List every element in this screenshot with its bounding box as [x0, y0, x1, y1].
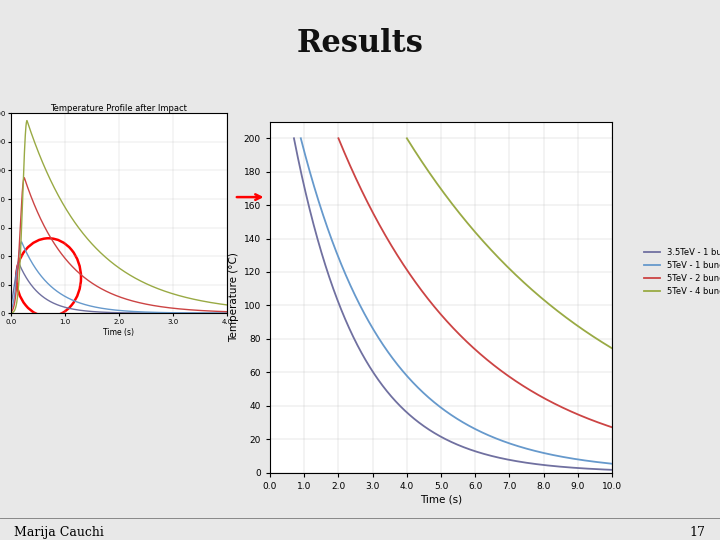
5TeV - 4 bunches	[608, 345, 616, 352]
5TeV - 4 bunches	[432, 179, 441, 186]
5TeV - 2 bunches	[535, 392, 544, 399]
Text: Results: Results	[297, 28, 423, 58]
5TeV - 1 bunch	[598, 460, 606, 466]
Y-axis label: Temperature (°C): Temperature (°C)	[230, 252, 240, 342]
5TeV - 2 bunches	[598, 421, 606, 427]
Text: to 2 bunches to 4 bunches: to 2 bunches to 4 bunches	[335, 303, 501, 316]
X-axis label: Time (s): Time (s)	[103, 328, 135, 336]
Line: 5TeV - 2 bunches: 5TeV - 2 bunches	[338, 138, 612, 427]
5TeV - 1 bunch	[423, 393, 431, 400]
3.5TeV - 1 bunch	[598, 466, 606, 472]
X-axis label: Time (s): Time (s)	[420, 495, 462, 505]
5TeV - 2 bunches	[423, 295, 431, 301]
3.5TeV - 1 bunch	[608, 467, 616, 473]
Legend: 3.5TeV - 1 bunch, 5TeV - 1 bunch, 5TeV - 2 bunches, 5TeV - 4 bunches: 3.5TeV - 1 bunch, 5TeV - 1 bunch, 5TeV -…	[640, 245, 720, 300]
5TeV - 4 bunches	[423, 166, 431, 173]
5TeV - 1 bunch	[432, 401, 441, 407]
Text: • Differences on going from 3.5Tev to 5Tev: • Differences on going from 3.5Tev to 5T…	[317, 197, 590, 210]
Title: Temperature Profile after Impact: Temperature Profile after Impact	[50, 104, 187, 113]
5TeV - 4 bunches	[598, 339, 606, 345]
3.5TeV - 1 bunch	[535, 461, 544, 468]
3.5TeV - 1 bunch	[432, 431, 441, 437]
5TeV - 2 bunches	[598, 421, 606, 427]
Text: • Temperatures of structure after 10s: • Temperatures of structure after 10s	[317, 131, 556, 144]
5TeV - 1 bunch	[535, 449, 544, 455]
3.5TeV - 1 bunch	[423, 425, 431, 431]
Line: 5TeV - 4 bunches: 5TeV - 4 bunches	[407, 138, 612, 348]
3.5TeV - 1 bunch	[598, 466, 606, 472]
5TeV - 2 bunches	[608, 424, 616, 430]
Text: • Differences on going from impact of 1 bunch: • Differences on going from impact of 1 …	[317, 262, 613, 275]
Text: Marija Cauchi: Marija Cauchi	[14, 526, 104, 539]
5TeV - 1 bunch	[608, 461, 616, 467]
Line: 3.5TeV - 1 bunch: 3.5TeV - 1 bunch	[294, 138, 612, 470]
5TeV - 2 bunches	[432, 306, 441, 312]
Text: 17: 17	[690, 526, 706, 539]
5TeV - 4 bunches	[598, 339, 606, 346]
5TeV - 4 bunches	[535, 293, 544, 299]
Line: 5TeV - 1 bunch: 5TeV - 1 bunch	[301, 138, 612, 464]
5TeV - 1 bunch	[598, 460, 606, 466]
